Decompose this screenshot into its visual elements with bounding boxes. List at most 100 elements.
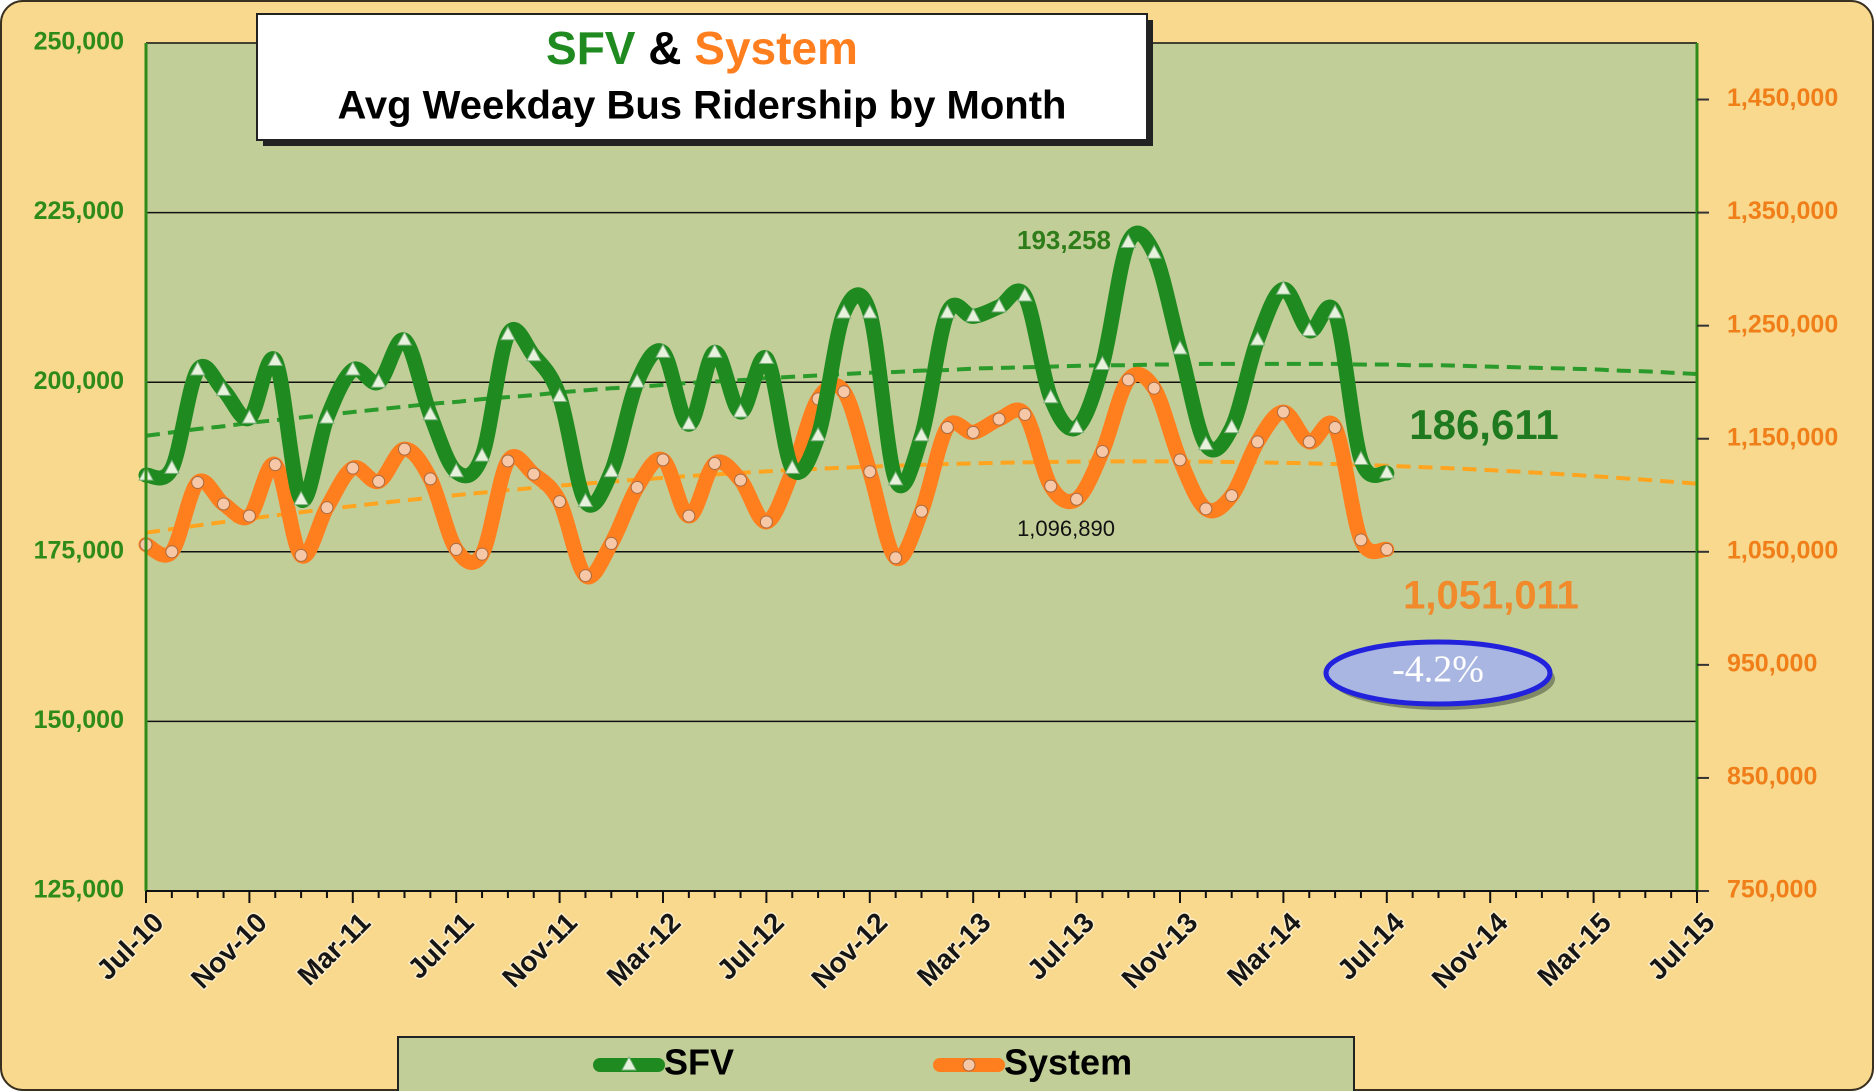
annotation: 186,611 [1409, 401, 1559, 448]
marker [1275, 280, 1292, 295]
marker [422, 405, 439, 421]
title-part: System [694, 22, 858, 74]
marker [1044, 479, 1058, 493]
trendline [145, 459, 1698, 535]
y2-tick-label: 1,450,000 [1727, 84, 1838, 112]
legend-marker [621, 1055, 637, 1071]
marker [732, 402, 749, 418]
marker [629, 373, 645, 388]
marker [1120, 233, 1137, 248]
marker [965, 307, 982, 322]
y2-tick-label: 1,250,000 [1727, 310, 1838, 338]
marker [1354, 533, 1368, 547]
marker [759, 515, 773, 529]
marker [577, 492, 594, 508]
legend-marker [962, 1058, 976, 1072]
marker [294, 548, 308, 562]
marker [1198, 435, 1214, 451]
marker [578, 569, 592, 583]
marker [423, 472, 437, 486]
marker [189, 360, 206, 376]
marker [1199, 502, 1213, 516]
y2-tick-label: 750,000 [1727, 876, 1817, 904]
marker [1353, 450, 1369, 466]
marker [1251, 435, 1265, 449]
marker [396, 331, 413, 346]
marker [320, 501, 334, 515]
marker [1301, 321, 1318, 337]
marker [887, 470, 904, 486]
marker [604, 536, 618, 550]
marker [940, 421, 954, 435]
marker [1173, 453, 1187, 467]
marker [630, 480, 644, 494]
marker [242, 509, 256, 523]
marker [655, 343, 671, 358]
marker [758, 349, 775, 364]
marker [1380, 542, 1394, 556]
marker [1121, 373, 1135, 387]
y-tick-label: 250,000 [34, 28, 124, 56]
y2-tick-label: 1,050,000 [1727, 536, 1838, 564]
marker [1070, 492, 1084, 506]
annotation: 193,258 [1017, 225, 1111, 255]
marker [165, 545, 179, 559]
y2-tick-label: 850,000 [1727, 763, 1817, 791]
marker [889, 551, 903, 565]
marker [551, 387, 568, 402]
marker [1225, 489, 1239, 503]
marker [1017, 286, 1033, 302]
marker [656, 453, 670, 467]
marker [810, 426, 826, 442]
y-tick-label: 150,000 [34, 706, 124, 734]
marker [1147, 381, 1161, 395]
title-frame [256, 13, 1148, 141]
marker [370, 373, 387, 388]
marker [501, 454, 515, 468]
y2-tick-label: 950,000 [1727, 649, 1817, 677]
marker [1328, 421, 1342, 435]
title-part: SFV [546, 22, 636, 74]
annotation: -4.2% [1392, 649, 1484, 691]
marker [474, 447, 490, 462]
marker [1302, 435, 1316, 449]
plot-area [146, 43, 1697, 891]
title-part: & [648, 22, 681, 74]
marker [1018, 407, 1032, 421]
marker [1095, 445, 1109, 459]
marker [861, 303, 878, 319]
legend-frame [397, 1036, 1355, 1091]
marker [398, 442, 411, 456]
marker [215, 381, 232, 396]
marker [448, 462, 465, 478]
marker [293, 490, 309, 506]
marker [449, 542, 463, 556]
marker [603, 462, 620, 478]
marker [241, 409, 258, 424]
marker [863, 465, 877, 479]
marker [1094, 355, 1111, 371]
marker [1172, 339, 1188, 355]
marker [966, 425, 980, 439]
marker [992, 412, 1006, 426]
marker [1068, 418, 1085, 434]
data [138, 225, 1698, 585]
y2-tick-label: 1,150,000 [1727, 423, 1838, 451]
y-tick-label: 200,000 [34, 367, 124, 395]
y-tick-label: 175,000 [34, 536, 124, 564]
marker [837, 385, 851, 399]
y2-tick-label: 1,350,000 [1727, 197, 1838, 225]
y-tick-label: 225,000 [34, 197, 124, 225]
y-tick-label: 125,000 [34, 876, 124, 904]
marker [475, 547, 489, 561]
marker [681, 415, 697, 430]
trendline [145, 361, 1698, 438]
marker [706, 343, 723, 358]
marker [346, 461, 360, 475]
legend-label: System [1004, 1042, 1132, 1083]
legend-label: SFV [664, 1042, 734, 1083]
marker [500, 325, 516, 341]
marker [1042, 388, 1059, 404]
title-box: SFV & System Avg Weekday Bus Ridership b… [256, 13, 1153, 146]
